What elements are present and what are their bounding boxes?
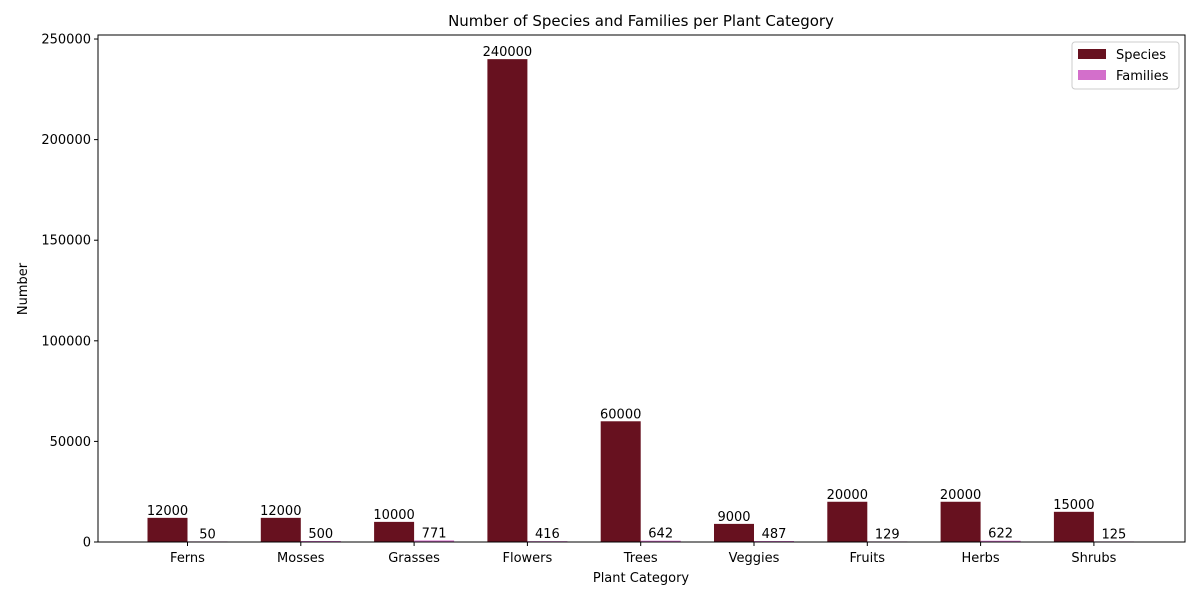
data-label-families-grasses: 771	[422, 526, 447, 541]
data-label-species-fruits: 20000	[827, 488, 868, 503]
axes-frame	[97, 34, 1186, 543]
bar-families-herbs	[980, 540, 1021, 542]
y-tick-label: 100000	[41, 334, 91, 349]
x-tick-label: Grasses	[388, 551, 440, 566]
legend-swatch-families	[1078, 70, 1106, 80]
data-label-families-mosses: 500	[308, 527, 333, 542]
bar-species-grasses	[374, 521, 415, 542]
data-label-species-ferns: 12000	[147, 504, 188, 519]
legend: Species Families	[1071, 41, 1180, 90]
bar-species-fruits	[827, 501, 868, 542]
bar-species-mosses	[260, 517, 301, 542]
bar-families-trees	[640, 540, 681, 542]
chart-title: Number of Species and Families per Plant…	[448, 12, 834, 30]
y-tick-label: 50000	[50, 435, 91, 450]
x-tick-label: Trees	[623, 551, 658, 566]
data-label-families-fruits: 129	[875, 527, 900, 542]
bar-species-ferns	[147, 517, 188, 542]
bar-species-shrubs	[1053, 511, 1094, 542]
y-axis-label: Number	[16, 262, 31, 315]
bar-families-mosses	[300, 540, 341, 542]
x-tick-label: Herbs	[962, 551, 1000, 566]
data-label-families-veggies: 487	[762, 527, 787, 542]
data-label-families-herbs: 622	[988, 527, 1013, 542]
plot-area: 12000 50 Ferns 12000 500 Mosses 10000 771 Grasse…	[41, 33, 1186, 566]
x-tick-label: Flowers	[503, 551, 553, 566]
x-tick-label: Ferns	[170, 551, 205, 566]
bar-species-trees	[600, 421, 641, 542]
x-tick-label: Shrubs	[1071, 551, 1116, 566]
data-label-species-veggies: 9000	[717, 510, 750, 525]
data-label-species-trees: 60000	[600, 407, 641, 422]
x-tick-label: Veggies	[729, 551, 780, 566]
y-tick-label: 150000	[41, 234, 91, 249]
data-label-families-ferns: 50	[199, 527, 216, 542]
data-label-families-shrubs: 125	[1101, 527, 1126, 542]
legend-swatch-species	[1078, 49, 1106, 59]
y-tick-label: 250000	[41, 33, 91, 48]
bar-families-grasses	[414, 540, 455, 542]
x-tick-label: Mosses	[277, 551, 325, 566]
data-label-families-trees: 642	[648, 527, 673, 542]
data-label-species-flowers: 240000	[483, 45, 533, 60]
bar-species-veggies	[714, 523, 754, 542]
y-tick-label: 0	[83, 536, 91, 551]
legend-label-families: Families	[1116, 69, 1169, 84]
y-tick-label: 200000	[41, 133, 91, 148]
data-label-species-shrubs: 15000	[1053, 498, 1094, 513]
data-label-species-grasses: 10000	[373, 508, 414, 523]
data-label-species-mosses: 12000	[260, 504, 301, 519]
x-tick-label: Fruits	[849, 551, 885, 566]
legend-label-species: Species	[1116, 48, 1166, 63]
x-axis-label: Plant Category	[593, 571, 690, 586]
bar-species-flowers	[487, 59, 528, 543]
data-label-families-flowers: 416	[535, 527, 560, 542]
data-label-species-herbs: 20000	[940, 488, 981, 503]
bar-species-herbs	[940, 501, 981, 542]
